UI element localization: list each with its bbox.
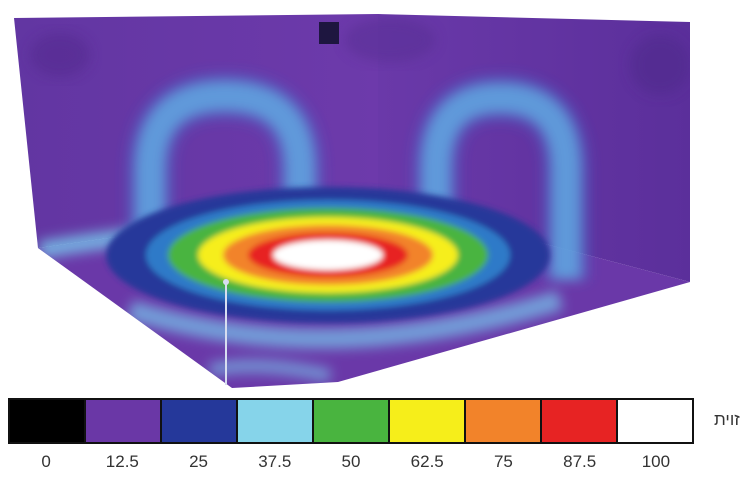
- legend-swatch: [238, 400, 314, 442]
- wall-arches: [126, 71, 590, 280]
- legend-tick-label: 37.5: [258, 452, 292, 471]
- wall-dark-spots: [30, 18, 690, 95]
- heatmap-scene: [14, 14, 690, 388]
- legend-tick-label: 100: [641, 452, 671, 471]
- legend-tick-label: 87.5: [563, 452, 597, 471]
- legend-tick-label: 0: [41, 452, 51, 471]
- probe-point: [223, 279, 229, 285]
- core-100: [273, 240, 383, 270]
- legend-swatch: [466, 400, 542, 442]
- legend-swatch: [314, 400, 390, 442]
- legend-ticks: 0 12.5 25 37.5 50 62.5 75 87.5 100: [8, 452, 694, 474]
- legend-unit-label: זוית: [714, 410, 740, 429]
- legend-tick-label: 50: [341, 452, 361, 471]
- legend-swatch: [618, 400, 692, 442]
- color-legend: [8, 398, 694, 444]
- legend-swatch: [162, 400, 238, 442]
- legend-swatch: [390, 400, 466, 442]
- legend-tick-label: 62.5: [410, 452, 444, 471]
- legend-swatch: [86, 400, 162, 442]
- legend-swatch: [10, 400, 86, 442]
- legend-swatch: [542, 400, 618, 442]
- legend-tick-label: 25: [189, 452, 209, 471]
- floor-hotspot: [106, 187, 550, 323]
- legend-tick-label: 12.5: [105, 452, 139, 471]
- legend-tick-label: 75: [493, 452, 513, 471]
- wall-marker: [319, 22, 339, 44]
